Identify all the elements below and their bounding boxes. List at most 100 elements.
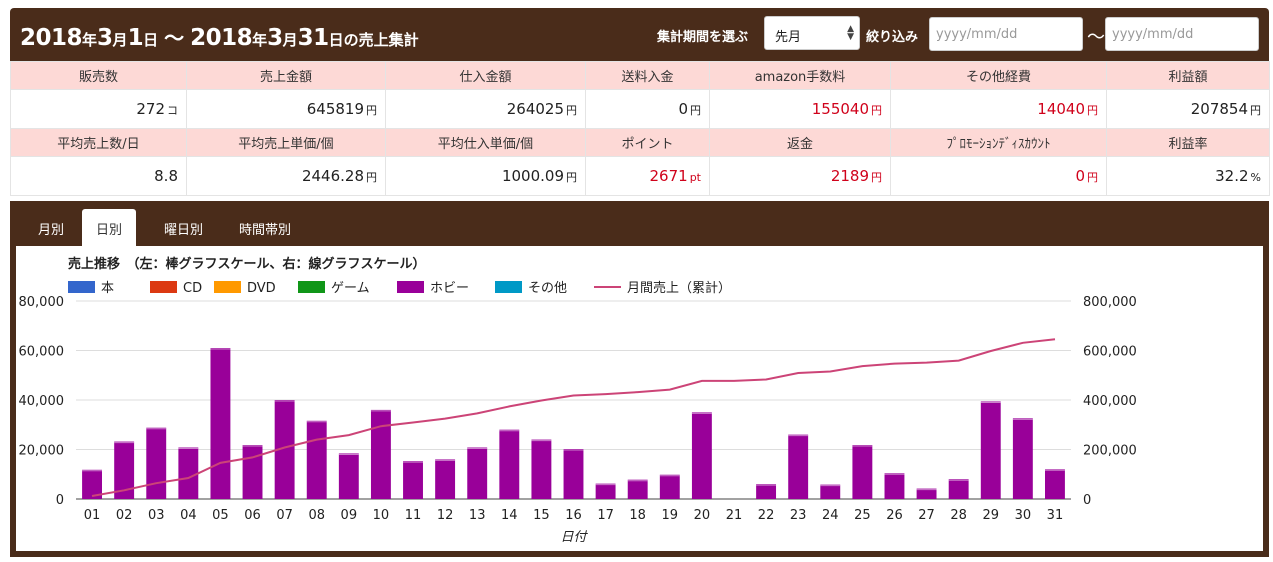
- y-tick-label: 0: [56, 493, 64, 508]
- date-to-input[interactable]: yyyy/mm/dd: [1105, 17, 1259, 51]
- end-month: 3: [267, 25, 283, 51]
- legend-swatch: [150, 281, 177, 293]
- stat-unit: 円: [690, 104, 701, 117]
- x-tick-label: 18: [629, 508, 646, 523]
- legend-label: その他: [528, 281, 567, 296]
- bar-13: [467, 447, 488, 499]
- stat-unit: 円: [566, 171, 577, 184]
- bar-07: [274, 400, 295, 499]
- stat2-value-1: 2446.28 円: [186, 156, 386, 196]
- bar-05: [210, 348, 231, 499]
- bar-27: [916, 488, 937, 499]
- date-range-tilde: ～: [1087, 27, 1105, 48]
- start-day-suffix: 日: [143, 31, 159, 49]
- x-tick-label: 14: [501, 508, 518, 523]
- stat-unit: 円: [871, 171, 882, 184]
- period-select-value: 先月: [775, 30, 802, 45]
- start-year-suffix: 年: [82, 31, 98, 49]
- x-tick-label: 02: [116, 508, 133, 523]
- stat-number: 32.2: [1215, 167, 1249, 185]
- stat-number: 8.8: [154, 167, 178, 185]
- chart-area: 売上推移 （左：棒グラフスケール、右：線グラフスケール） 本 CD DVD ゲーム ホビー…: [16, 246, 1263, 551]
- stat-number: 155040: [811, 100, 869, 118]
- stat-number: 645819: [306, 100, 364, 118]
- stats-value-row-1: 272 コ 645819 円 264025 円 0 円 155040 円 14040 円 207854 円: [10, 89, 1270, 129]
- x-tick-label: 10: [373, 508, 390, 523]
- stat-number: 272: [136, 100, 165, 118]
- stat1-value-0: 272 コ: [10, 89, 187, 129]
- stat-unit: 円: [566, 104, 577, 117]
- stat-number: 2446.28: [301, 167, 364, 185]
- x-tick-label: 23: [790, 508, 807, 523]
- x-tick-label: 16: [565, 508, 582, 523]
- bar-17: [595, 483, 616, 499]
- x-tick-label: 29: [982, 508, 999, 523]
- stats-header-row-2: 平均売上数/日 平均売上単価/個 平均仕入単価/個 ポイント 返金 ﾌﾟﾛﾓｰｼｮﾝﾃﾞｨ…: [10, 128, 1270, 157]
- bar-02: [114, 441, 135, 499]
- stat-unit: 円: [366, 104, 377, 117]
- tab-monthly[interactable]: 月別: [38, 223, 65, 238]
- stat1-header-0: 販売数: [10, 61, 187, 90]
- x-tick-label: 22: [758, 508, 775, 523]
- bar-09: [338, 453, 359, 499]
- x-tick-label: 17: [597, 508, 614, 523]
- y-tick-label: 20,000: [19, 444, 65, 459]
- stat-unit: 円: [871, 104, 882, 117]
- legend-label: DVD: [247, 281, 276, 296]
- stat-unit: 円: [1087, 104, 1098, 117]
- bar-20: [691, 412, 712, 499]
- stat-unit: コ: [167, 104, 178, 117]
- stat2-header-4: 返金: [709, 128, 891, 157]
- stat-number: 14040: [1037, 100, 1085, 118]
- chart-title: 売上推移 （左：棒グラフスケール、右：線グラフスケール）: [68, 256, 426, 272]
- stat2-value-4: 2189 円: [709, 156, 891, 196]
- stat1-header-4: amazon手数料: [709, 61, 891, 90]
- x-tick-label: 01: [84, 508, 101, 523]
- tab-weekday[interactable]: 曜日別: [164, 223, 204, 238]
- stat-number: 2671: [649, 167, 688, 185]
- stat1-value-2: 264025 円: [385, 89, 586, 129]
- stat2-header-2: 平均仕入単価/個: [385, 128, 586, 157]
- range-separator: ～: [164, 26, 185, 50]
- stat1-header-2: 仕入金額: [385, 61, 586, 90]
- y2-tick-label: 800,000: [1083, 295, 1137, 310]
- stat2-header-6: 利益率: [1106, 128, 1270, 157]
- bar-28: [948, 479, 969, 499]
- x-tick-label: 24: [822, 508, 839, 523]
- legend-swatch: [298, 281, 325, 293]
- tab-hourly[interactable]: 時間帯別: [239, 223, 292, 238]
- stat-number: 0: [678, 100, 688, 118]
- stat-unit: pt: [689, 171, 701, 184]
- stat2-header-3: ポイント: [585, 128, 710, 157]
- stat-number: 264025: [506, 100, 564, 118]
- tab-daily[interactable]: 日別: [82, 209, 137, 246]
- end-year-suffix: 年: [252, 31, 268, 49]
- bar-19: [659, 474, 680, 499]
- start-month-suffix: 月: [112, 31, 128, 49]
- x-tick-label: 06: [244, 508, 261, 523]
- stat-number: 0: [1075, 167, 1085, 185]
- header-bar: 2018年3月1日～ 2018年3月31日の売上集計 集計期間を選ぶ 先月 ▲ ▼ …: [10, 8, 1269, 64]
- end-day-suffix: 日の売上集計: [328, 31, 419, 49]
- stat-number: 1000.09: [501, 167, 564, 185]
- legend-label: 月間売上（累計）: [627, 280, 731, 296]
- stat1-value-1: 645819 円: [186, 89, 386, 129]
- bar-08: [306, 420, 327, 499]
- stat-unit: 円: [366, 171, 377, 184]
- stat2-value-6: 32.2%: [1106, 156, 1270, 196]
- stat1-header-1: 売上金額: [186, 61, 386, 90]
- y2-tick-label: 200,000: [1083, 444, 1137, 459]
- date-from-input[interactable]: yyyy/mm/dd: [929, 17, 1083, 51]
- legend-swatch: [214, 281, 241, 293]
- bar-14: [499, 429, 520, 499]
- stat1-value-6: 207854 円: [1106, 89, 1270, 129]
- legend-label: 本: [101, 281, 114, 296]
- x-tick-label: 26: [886, 508, 903, 523]
- period-select[interactable]: 先月 ▲ ▼: [764, 16, 860, 50]
- stats-header-row-1: 販売数 売上金額 仕入金額 送料入金 amazon手数料 その他経費 利益額: [10, 61, 1270, 90]
- x-tick-label: 27: [918, 508, 935, 523]
- start-day: 1: [127, 25, 144, 51]
- bar-18: [627, 479, 648, 499]
